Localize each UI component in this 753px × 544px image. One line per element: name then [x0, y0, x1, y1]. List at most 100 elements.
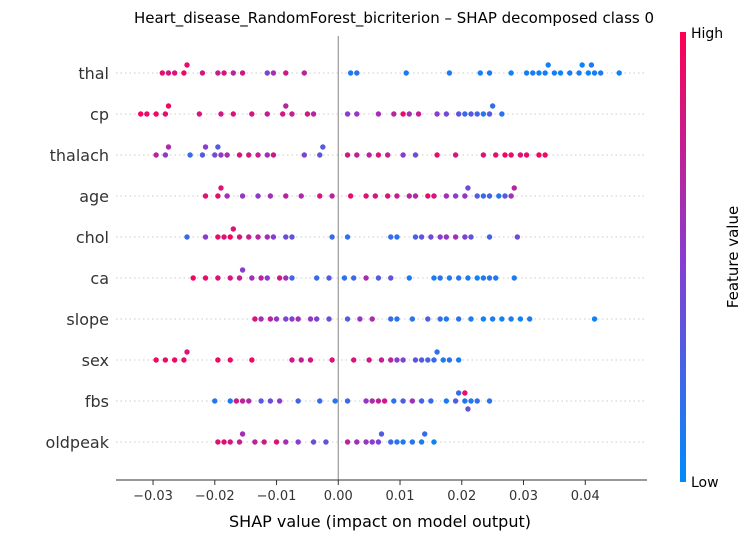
point-thal	[171, 70, 178, 76]
point-slope	[425, 316, 431, 322]
point-cp	[354, 111, 360, 117]
point-thalach	[218, 152, 224, 158]
point-oldpeak	[418, 439, 425, 445]
feature-label-oldpeak: oldpeak	[46, 433, 110, 452]
point-cp	[196, 111, 203, 117]
point-fbs	[400, 398, 406, 404]
point-ca	[493, 275, 499, 281]
point-oldpeak	[375, 439, 382, 445]
point-thal	[557, 70, 564, 76]
point-age	[298, 193, 304, 199]
point-oldpeak	[310, 439, 317, 445]
point-thalach	[452, 152, 459, 158]
point-ca	[511, 275, 517, 281]
point-age	[465, 185, 471, 191]
point-chol	[514, 234, 521, 240]
point-sex	[215, 357, 221, 363]
point-fbs	[391, 398, 397, 404]
point-chol	[215, 234, 221, 240]
point-ca	[283, 275, 289, 281]
point-cp	[289, 111, 295, 117]
point-chol	[230, 226, 237, 232]
point-chol	[255, 234, 261, 240]
colorbar: High Low Feature value	[680, 26, 742, 491]
point-thal	[523, 70, 530, 76]
point-thalach	[162, 152, 169, 158]
point-ca	[431, 275, 437, 281]
colorbar-high-label: High	[691, 26, 723, 42]
point-thalach	[536, 152, 542, 158]
point-slope	[283, 316, 289, 322]
point-sex	[431, 357, 437, 363]
point-chol	[394, 234, 400, 240]
point-age	[406, 193, 412, 199]
point-ca	[375, 275, 382, 281]
point-age	[496, 193, 502, 199]
point-fbs	[332, 398, 338, 404]
point-thal	[165, 70, 172, 76]
point-ca	[446, 275, 453, 281]
point-age	[202, 193, 209, 199]
point-slope	[508, 316, 514, 322]
point-thal	[354, 70, 360, 76]
point-cp	[230, 111, 237, 117]
point-age	[283, 193, 289, 199]
point-chol	[221, 234, 227, 240]
colorbar-low-label: Low	[691, 475, 719, 491]
point-sex	[171, 357, 178, 363]
point-cp	[218, 111, 224, 117]
point-thal	[230, 70, 237, 76]
point-thal	[585, 70, 592, 76]
point-cp	[310, 111, 317, 117]
point-thalach	[434, 152, 440, 158]
point-thal	[588, 62, 595, 68]
point-thalach	[187, 152, 193, 158]
point-ca	[264, 275, 270, 281]
point-thal	[301, 70, 308, 76]
point-oldpeak	[221, 439, 227, 445]
point-age	[372, 193, 379, 199]
feature-label-thal: thal	[78, 64, 109, 83]
point-thal	[270, 70, 277, 76]
point-slope	[437, 316, 443, 322]
point-cp	[400, 111, 406, 117]
point-thal	[159, 70, 166, 76]
point-sex	[289, 357, 295, 363]
point-thalach	[270, 152, 277, 158]
point-ca	[341, 275, 348, 281]
point-thal	[215, 70, 221, 76]
point-slope	[591, 316, 598, 322]
point-oldpeak	[394, 439, 400, 445]
point-ca	[215, 275, 221, 281]
point-oldpeak	[363, 439, 369, 445]
point-cp	[344, 111, 351, 117]
point-cp	[391, 111, 397, 117]
point-age	[452, 193, 459, 199]
point-chol	[202, 234, 209, 240]
point-age	[218, 185, 224, 191]
colorbar-title: Feature value	[724, 206, 742, 308]
point-ca	[437, 275, 443, 281]
colorbar-gradient	[680, 32, 686, 482]
point-oldpeak	[295, 439, 301, 445]
point-ca	[363, 275, 369, 281]
point-sex	[446, 357, 453, 363]
point-oldpeak	[354, 439, 360, 445]
point-sex	[181, 357, 187, 363]
point-thalach	[224, 152, 230, 158]
x-tick-label: 0.00	[324, 489, 353, 504]
point-thalach	[246, 152, 252, 158]
feature-label-slope: slope	[66, 310, 109, 329]
point-thal	[530, 70, 536, 76]
point-cp	[486, 111, 493, 117]
point-slope	[388, 316, 394, 322]
point-chol	[264, 234, 270, 240]
point-oldpeak	[378, 431, 385, 437]
point-chol	[418, 234, 425, 240]
point-age	[508, 193, 514, 199]
point-slope	[455, 316, 462, 322]
point-thal	[181, 70, 187, 76]
point-fbs	[375, 398, 382, 404]
point-chol	[289, 234, 295, 240]
point-fbs	[452, 398, 459, 404]
